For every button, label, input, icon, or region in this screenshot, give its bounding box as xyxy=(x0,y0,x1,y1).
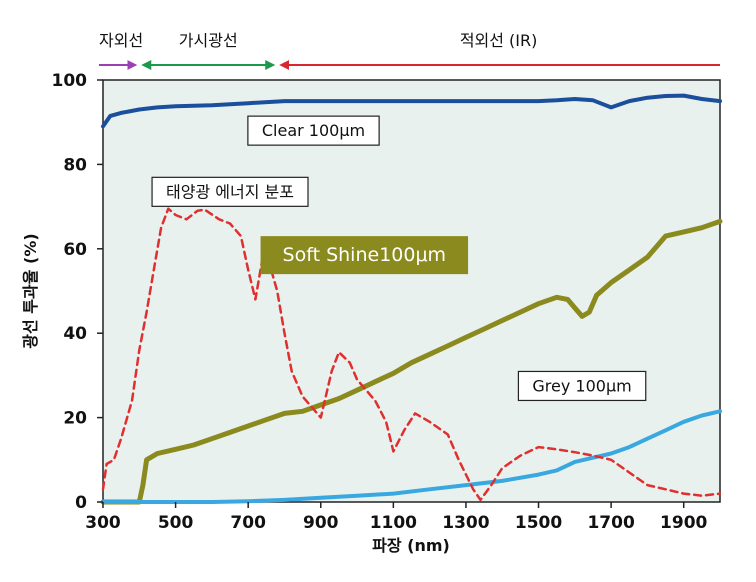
series-label-frame xyxy=(247,115,380,146)
series-label-box: Grey 100μm xyxy=(517,370,647,402)
series-label-frame xyxy=(151,176,309,207)
spectrum-bands: 자외선 가시광선 적외선 (IR) xyxy=(99,31,720,70)
series-label: Grey 100μm xyxy=(532,376,631,395)
axes: 300 500 700 900 1100 1300 1500 1700 1900 0 20 40 60 8… xyxy=(52,71,708,533)
series-line xyxy=(101,207,722,502)
x-tick-label: 1900 xyxy=(660,513,707,533)
x-tick-label: 900 xyxy=(303,513,339,533)
x-tick-label: 500 xyxy=(158,513,194,533)
y-tick-label: 80 xyxy=(63,155,87,175)
band-label: 적외선 (IR) xyxy=(460,31,538,50)
series-label: Clear 100μm xyxy=(262,121,365,140)
x-tick-label: 1100 xyxy=(370,513,417,533)
y-tick-label: 40 xyxy=(63,324,87,344)
series-line xyxy=(101,93,722,129)
y-axis-title: 광선 투과율 (%) xyxy=(21,233,40,348)
series-labels: Clear 100μm 태양광 에너지 분포 Soft Shine100μm Grey… xyxy=(151,115,647,402)
y-tick-label: 100 xyxy=(52,71,88,91)
series-label-frame xyxy=(260,236,469,275)
series-layer xyxy=(100,93,723,505)
series-line xyxy=(101,409,722,504)
series-line xyxy=(100,218,723,505)
y-tick-label: 20 xyxy=(63,409,87,429)
y-tick-label: 60 xyxy=(63,240,87,260)
x-tick-label: 1300 xyxy=(442,513,489,533)
x-axis-title: 파장 (nm) xyxy=(372,536,450,555)
series-label-box: Clear 100μm xyxy=(247,115,380,146)
x-tick-label: 1500 xyxy=(515,513,562,533)
x-tick-label: 700 xyxy=(230,513,266,533)
x-tick-label: 1700 xyxy=(587,513,634,533)
series-label: Soft Shine100μm xyxy=(283,244,447,266)
series-label-box: Soft Shine100μm xyxy=(260,236,469,275)
x-tick-label: 300 xyxy=(85,513,121,533)
series-label-frame xyxy=(517,370,647,402)
band-label: 가시광선 xyxy=(179,31,238,50)
series-label-box: 태양광 에너지 분포 xyxy=(151,176,309,207)
band-label: 자외선 xyxy=(99,31,143,50)
y-tick-label: 0 xyxy=(75,493,87,513)
series-label: 태양광 에너지 분포 xyxy=(166,182,294,201)
plot-background xyxy=(102,79,721,503)
